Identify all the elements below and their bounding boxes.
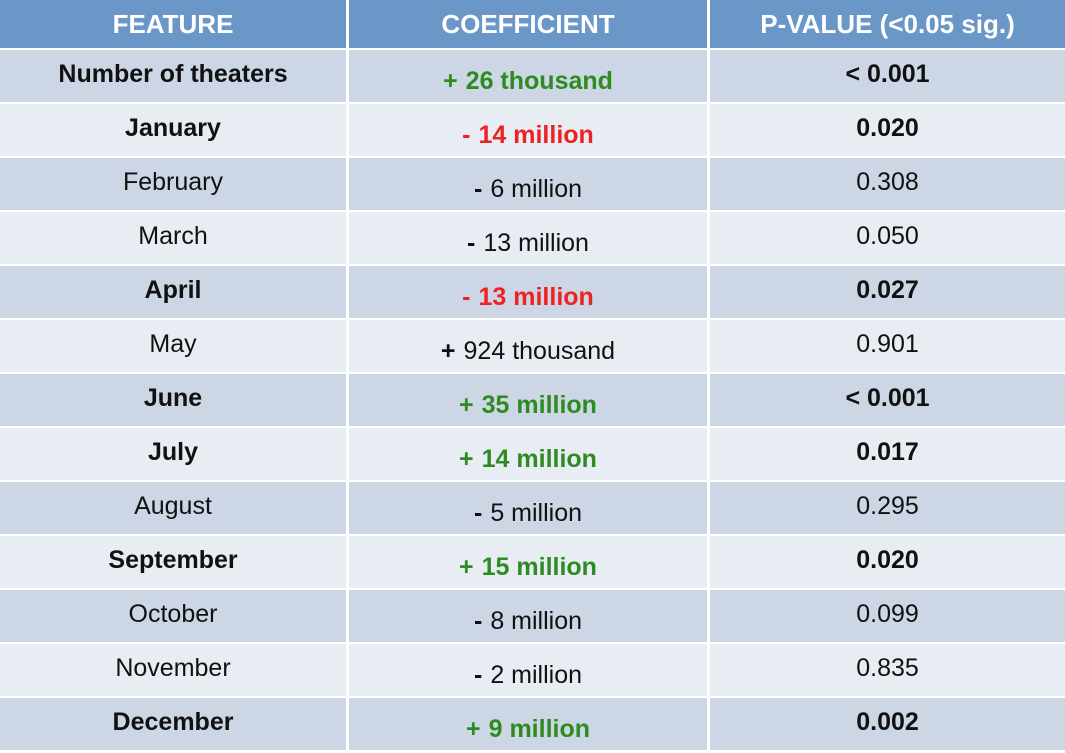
coefficient-value: 13 million — [478, 283, 594, 311]
feature-cell: March — [0, 212, 349, 266]
coefficient-cell: -13 million — [349, 212, 710, 266]
minus-sign: - — [462, 283, 471, 311]
pvalue-cell: 0.017 — [710, 428, 1065, 482]
coefficient-value: 13 million — [483, 229, 589, 257]
pvalue-cell: 0.308 — [710, 158, 1065, 212]
plus-sign: + — [459, 553, 474, 581]
pvalue-cell: 0.020 — [710, 536, 1065, 590]
feature-cell: February — [0, 158, 349, 212]
feature-cell: July — [0, 428, 349, 482]
feature-cell: October — [0, 590, 349, 644]
coefficient-cell: -8 million — [349, 590, 710, 644]
coefficient-value: 8 million — [490, 607, 583, 635]
pvalue-cell: 0.099 — [710, 590, 1065, 644]
feature-cell: Number of theaters — [0, 50, 349, 104]
coefficient-cell: -6 million — [349, 158, 710, 212]
coefficient-value: 9 million — [488, 715, 590, 743]
pvalue-cell: 0.027 — [710, 266, 1065, 320]
minus-sign: - — [462, 121, 471, 149]
coefficient-value: 14 million — [481, 445, 597, 473]
feature-cell: April — [0, 266, 349, 320]
coefficient-cell: +26 thousand — [349, 50, 710, 104]
pvalue-cell: < 0.001 — [710, 374, 1065, 428]
coefficient-cell: +924 thousand — [349, 320, 710, 374]
coefficient-value: 6 million — [490, 175, 583, 203]
coefficient-cell: +9 million — [349, 698, 710, 752]
plus-sign: + — [443, 67, 458, 95]
feature-cell: May — [0, 320, 349, 374]
feature-cell: June — [0, 374, 349, 428]
feature-cell: November — [0, 644, 349, 698]
coefficient-cell: -14 million — [349, 104, 710, 158]
minus-sign: - — [473, 175, 483, 203]
coefficient-cell: +14 million — [349, 428, 710, 482]
coefficient-cell: +15 million — [349, 536, 710, 590]
coefficient-value: 5 million — [490, 499, 583, 527]
pvalue-cell: 0.050 — [710, 212, 1065, 266]
coefficient-value: 14 million — [478, 121, 594, 149]
header-feature: FEATURE — [0, 0, 349, 50]
pvalue-cell: 0.901 — [710, 320, 1065, 374]
pvalue-cell: 0.002 — [710, 698, 1065, 752]
minus-sign: - — [467, 229, 476, 257]
minus-sign: - — [473, 661, 483, 689]
feature-cell: September — [0, 536, 349, 590]
coefficient-value: 2 million — [490, 661, 583, 689]
feature-cell: August — [0, 482, 349, 536]
pvalue-cell: 0.295 — [710, 482, 1065, 536]
plus-sign: + — [459, 445, 474, 473]
plus-sign: + — [465, 715, 481, 743]
pvalue-cell: 0.020 — [710, 104, 1065, 158]
feature-cell: December — [0, 698, 349, 752]
header-coefficient: COEFFICIENT — [349, 0, 710, 50]
plus-sign: + — [440, 337, 456, 365]
coefficient-cell: -13 million — [349, 266, 710, 320]
minus-sign: - — [473, 499, 483, 527]
coefficient-cell: -2 million — [349, 644, 710, 698]
coefficient-value: 924 thousand — [463, 337, 616, 365]
coefficient-value: 35 million — [481, 391, 597, 419]
coefficient-cell: -5 million — [349, 482, 710, 536]
plus-sign: + — [459, 391, 474, 419]
coefficient-cell: +35 million — [349, 374, 710, 428]
pvalue-cell: 0.835 — [710, 644, 1065, 698]
pvalue-cell: < 0.001 — [710, 50, 1065, 104]
minus-sign: - — [473, 607, 483, 635]
header-pvalue: P-VALUE (<0.05 sig.) — [710, 0, 1065, 50]
coefficient-value: 15 million — [481, 553, 597, 581]
coefficient-value: 26 thousand — [465, 67, 613, 95]
feature-cell: January — [0, 104, 349, 158]
